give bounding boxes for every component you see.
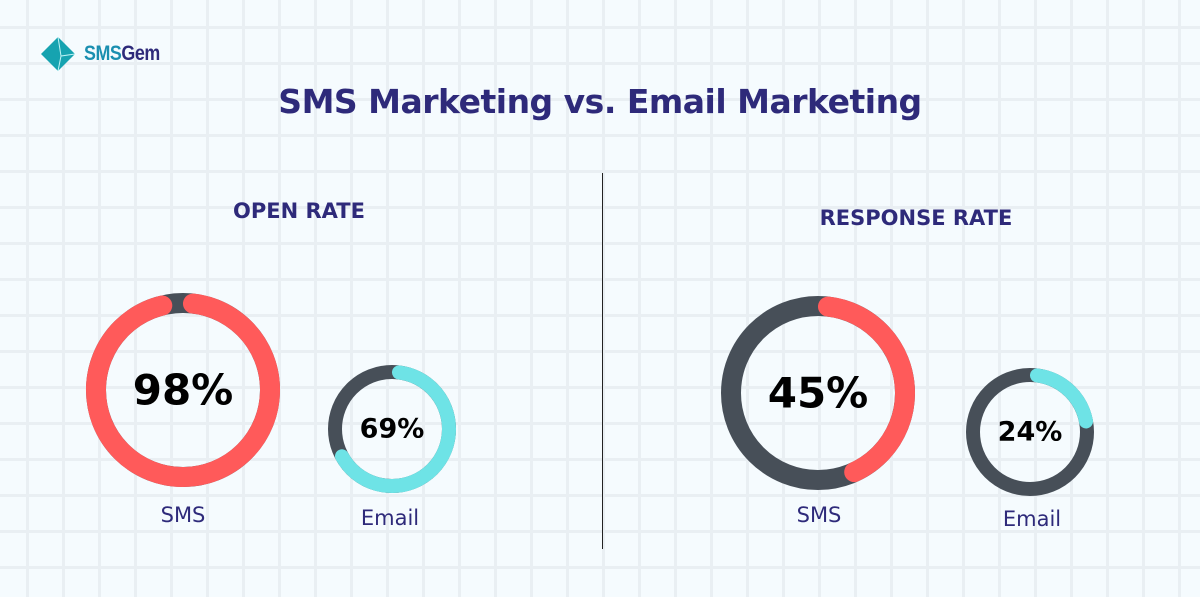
- donut-value-label: 24%: [998, 417, 1063, 448]
- page-title: SMS Marketing vs. Email Marketing: [278, 82, 922, 121]
- divider: [602, 173, 603, 549]
- donut-value-arc: [817, 296, 915, 483]
- response-rate-email-label: Email: [1002, 507, 1062, 531]
- open-rate-title: OPEN RATE: [233, 199, 365, 223]
- gem-icon: [41, 36, 76, 72]
- open-rate-sms-label: SMS: [160, 503, 206, 527]
- open-rate-email-label: Email: [360, 506, 420, 530]
- donut-value-label: 98%: [133, 366, 234, 415]
- response-rate-email-donut: 24%: [966, 368, 1094, 496]
- response-rate-sms-label: SMS: [796, 503, 842, 527]
- donut-value-arc: [1029, 368, 1094, 429]
- open-rate-email-donut: 69%: [328, 365, 456, 493]
- brand-name: SMSGem: [84, 42, 160, 65]
- open-rate-sms-donut: 98%: [86, 293, 280, 487]
- brand-logo: SMSGem: [40, 36, 173, 72]
- donut-value-arc: [334, 365, 456, 493]
- donut-value-label: 45%: [768, 369, 869, 418]
- response-rate-sms-donut: 45%: [721, 296, 915, 490]
- response-rate-title: RESPONSE RATE: [819, 206, 1013, 230]
- donut-value-arc: [86, 293, 280, 487]
- donut-value-label: 69%: [360, 414, 425, 445]
